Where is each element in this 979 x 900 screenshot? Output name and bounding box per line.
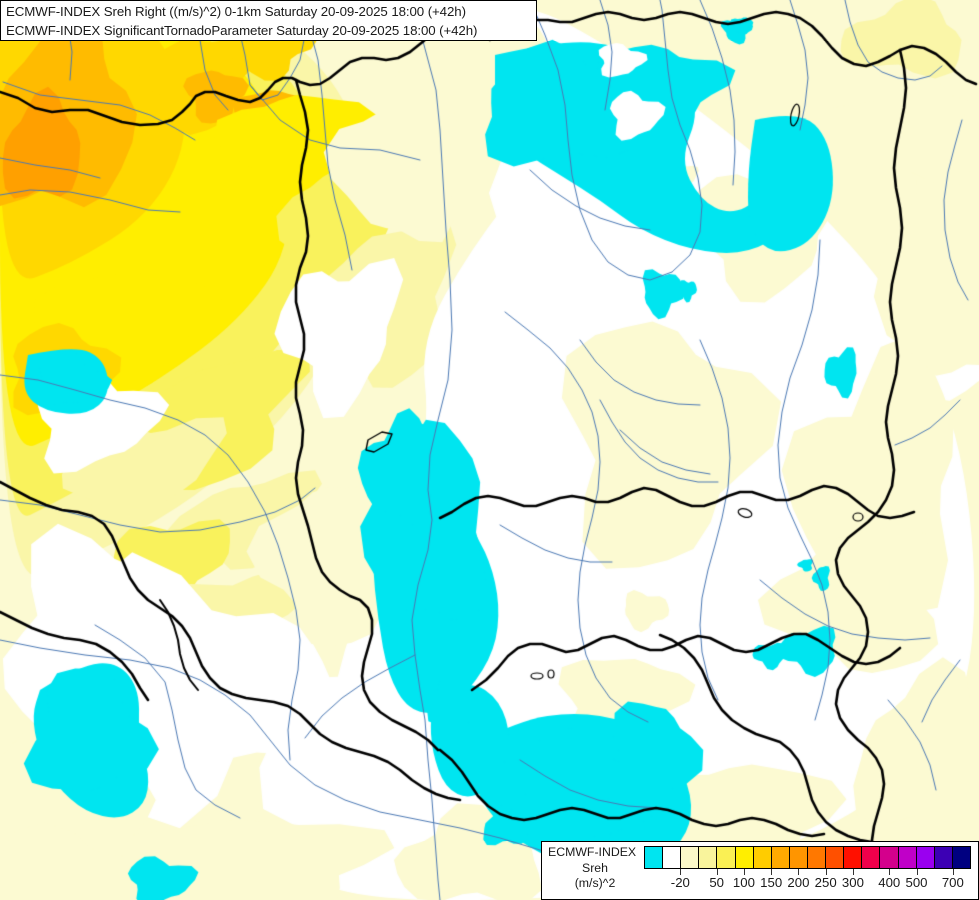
legend-swatch-6 (753, 847, 772, 868)
legend-ticklabel-9: 700 (941, 875, 964, 890)
legend-swatch-2 (681, 847, 700, 868)
legend-tickmark-8 (916, 869, 918, 875)
legend-swatch-8 (789, 847, 808, 868)
legend-caption: ECMWF-INDEX Sreh (m/s)^2 (546, 845, 644, 892)
legend-units-label: (m/s)^2 (574, 876, 616, 890)
legend-ticklabel-5: 250 (814, 875, 837, 890)
legend-tickmark-9 (952, 869, 954, 875)
legend-colorbar (644, 846, 971, 869)
legend-model-label: ECMWF-INDEX (548, 845, 637, 859)
legend-tickmark-6 (852, 869, 854, 875)
legend-swatch-5 (735, 847, 754, 868)
legend-tickmark-1 (716, 869, 718, 875)
legend-swatch-16 (934, 847, 953, 868)
legend-ticklabel-1: 50 (709, 875, 724, 890)
legend-swatch-0 (645, 847, 664, 868)
legend-swatch-11 (844, 847, 863, 868)
legend-swatch-14 (898, 847, 917, 868)
title-line-sreh: ECMWF-INDEX Sreh Right ((m/s)^2) 0-1km S… (6, 4, 466, 19)
legend-swatch-10 (826, 847, 845, 868)
legend-swatch-13 (880, 847, 899, 868)
legend-ticklabel-0: -20 (670, 875, 690, 890)
legend-swatch-3 (699, 847, 718, 868)
legend-tickmark-2 (743, 869, 745, 875)
legend-tickmark-0 (680, 869, 682, 875)
legend-ticklabel-2: 100 (732, 875, 755, 890)
legend-swatch-1 (663, 847, 682, 868)
legend-swatch-15 (916, 847, 935, 868)
legend-colorbar-ticks: -20 50 100 150 200 250 300 400 500 700 (644, 869, 973, 899)
legend-swatch-9 (807, 847, 827, 868)
title-line-stp: ECMWF-INDEX SignificantTornadoParameter … (6, 23, 478, 38)
legend-swatch-17 (952, 847, 970, 868)
legend-tickmark-3 (771, 869, 773, 875)
legend-ticklabel-7: 400 (878, 875, 901, 890)
legend-swatch-7 (771, 847, 790, 868)
legend-tickmark-4 (798, 869, 800, 875)
legend-ticklabel-4: 200 (787, 875, 810, 890)
map-title-box: ECMWF-INDEX Sreh Right ((m/s)^2) 0-1km S… (0, 0, 537, 41)
legend-ticklabel-3: 150 (760, 875, 783, 890)
legend-tickmark-7 (889, 869, 891, 875)
legend-variable-label: Sreh (582, 860, 608, 875)
legend-ticklabel-8: 500 (905, 875, 928, 890)
legend-swatch-4 (717, 847, 736, 868)
legend-tickmark-5 (825, 869, 827, 875)
legend-box: ECMWF-INDEX Sreh (m/s)^2 -20 50 100 150 200 2… (541, 841, 979, 900)
legend-swatch-12 (862, 847, 881, 868)
legend-ticklabel-6: 300 (841, 875, 864, 890)
